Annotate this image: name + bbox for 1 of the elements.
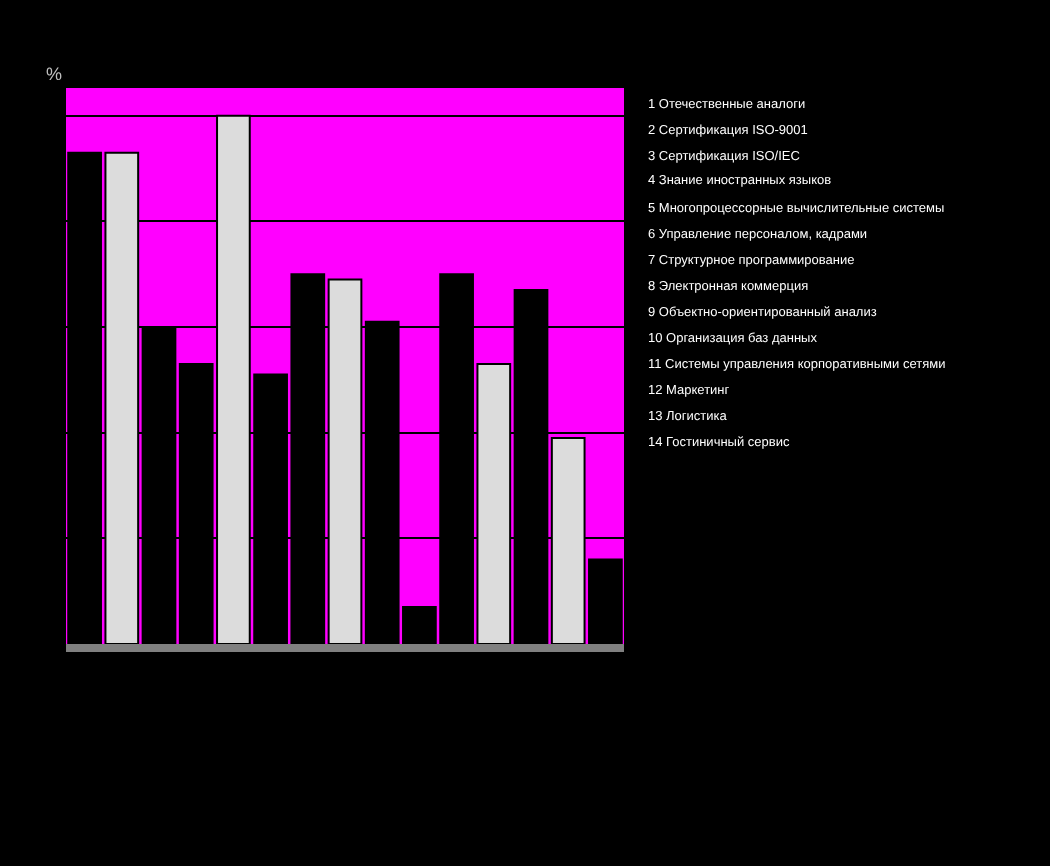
y-axis-title: % [46,64,63,84]
